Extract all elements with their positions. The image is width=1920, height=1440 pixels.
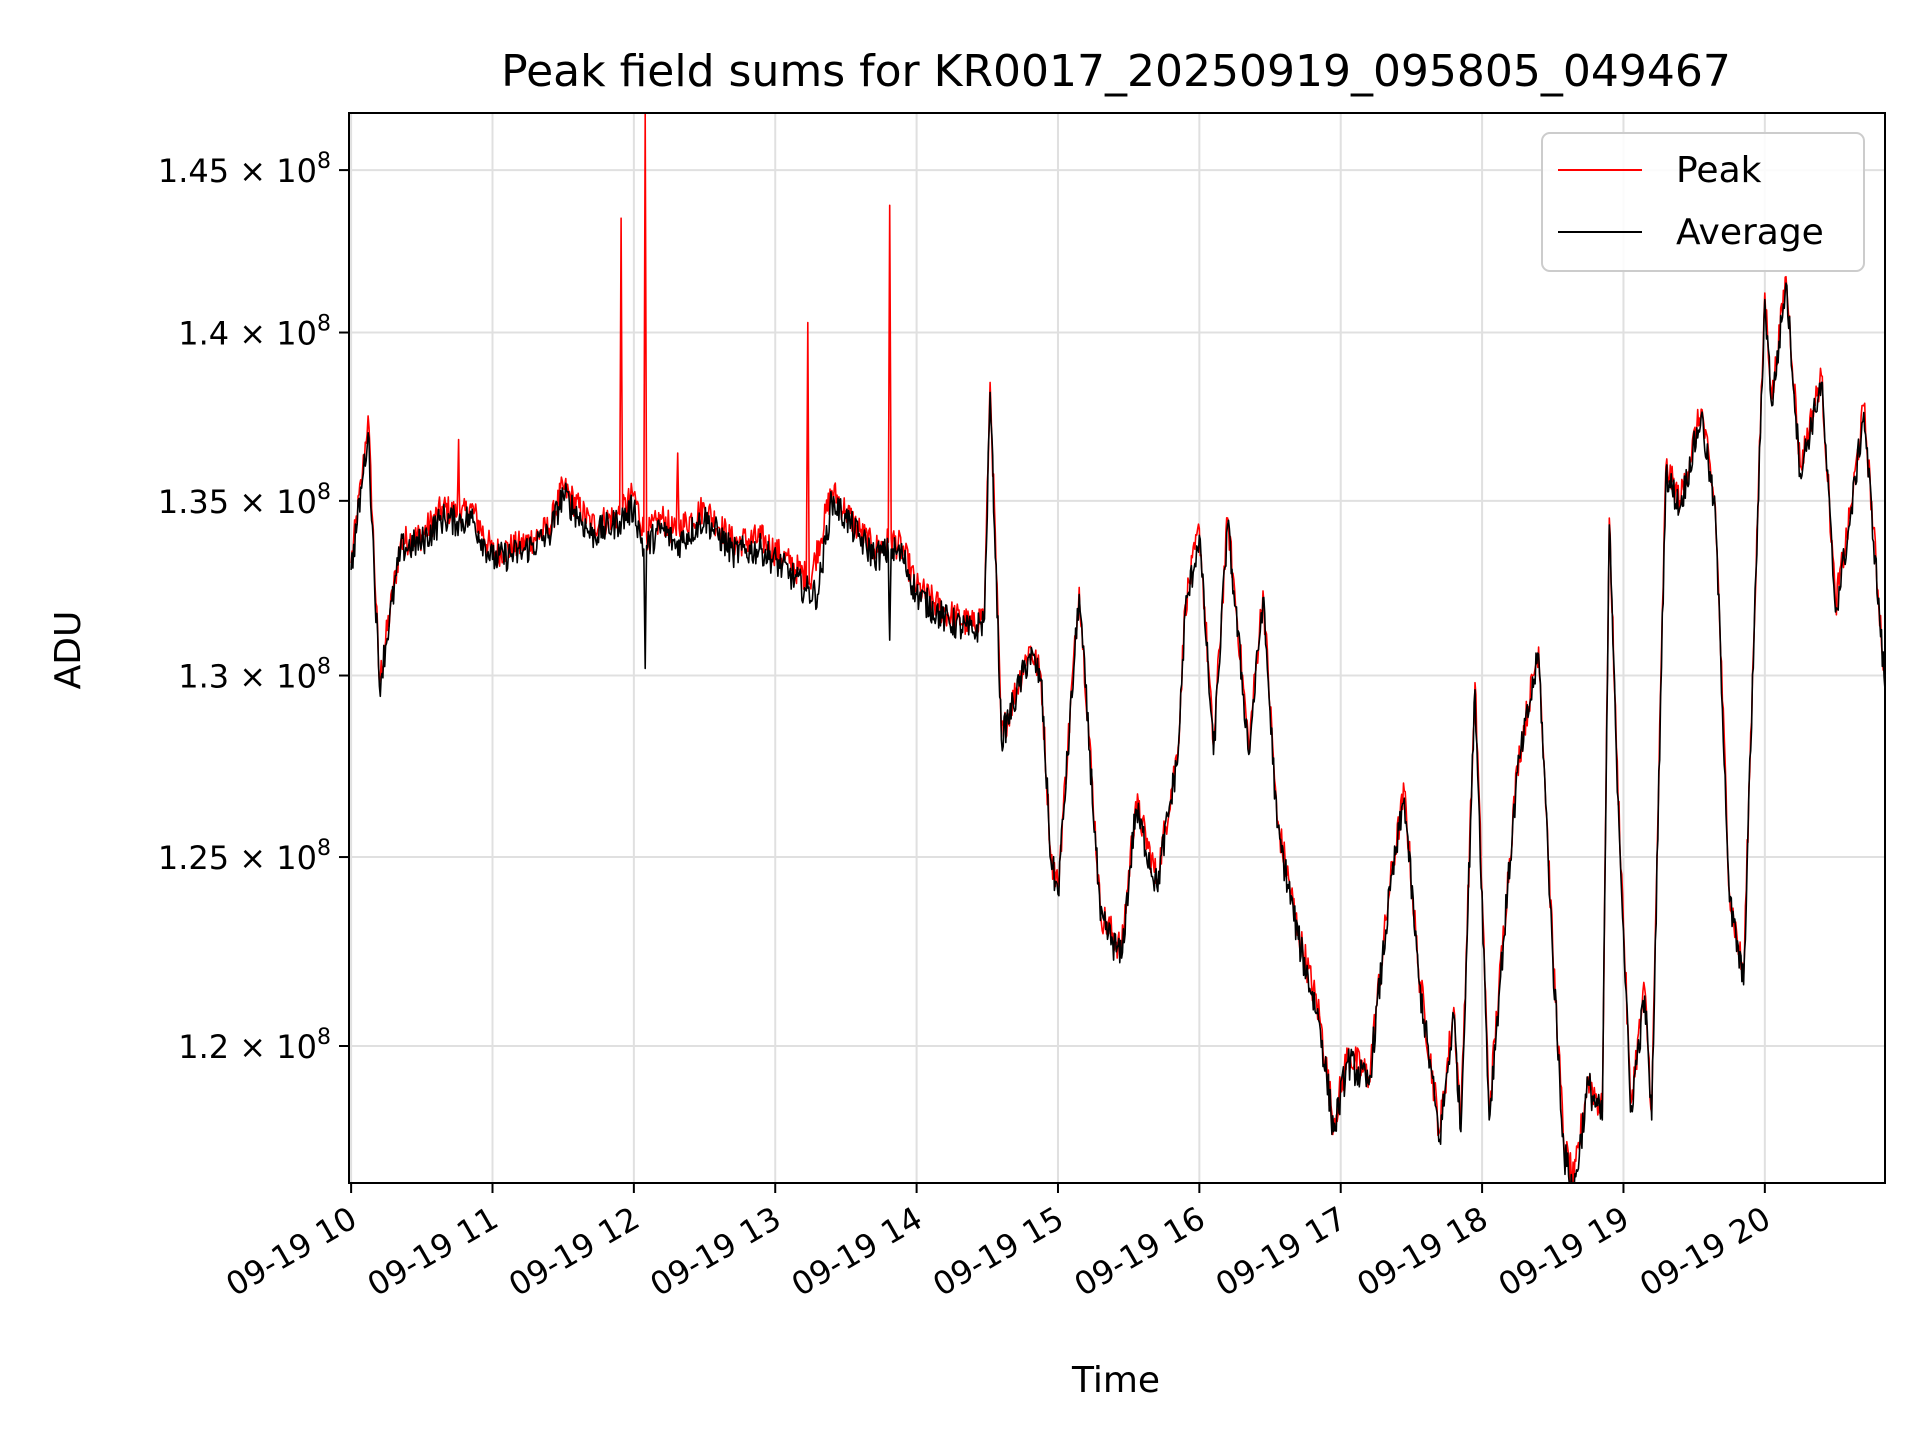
series-line-average: [350, 282, 1885, 1183]
plot-lines: [350, 113, 1885, 1183]
plot-frame: [348, 112, 1886, 1184]
legend-label-average: Average: [1676, 212, 1824, 253]
chart-title: Peak field sums for KR0017_20250919_0958…: [501, 46, 1731, 97]
y-tick-label: 1.35 × 108: [158, 480, 331, 521]
y-tick-label: 1.25 × 108: [158, 836, 331, 877]
legend-label-peak: Peak: [1676, 150, 1762, 191]
legend: Peak Average: [1541, 132, 1865, 272]
y-axis-label: ADU: [48, 611, 89, 690]
y-tick-label: 1.45 × 108: [158, 149, 331, 190]
y-tick-label: 1.3 × 108: [178, 655, 331, 696]
x-axis-label: Time: [1071, 1360, 1160, 1401]
y-tick-label: 1.2 × 108: [178, 1025, 331, 1066]
grid: [349, 113, 1885, 1183]
y-tick-label: 1.4 × 108: [178, 312, 331, 353]
legend-box: [1541, 132, 1865, 272]
